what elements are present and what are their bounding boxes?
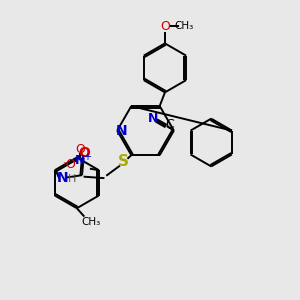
Text: C: C bbox=[165, 118, 174, 130]
Text: N: N bbox=[116, 124, 127, 138]
Text: H: H bbox=[68, 174, 76, 184]
Text: N: N bbox=[148, 112, 158, 125]
Text: N: N bbox=[75, 154, 85, 167]
Text: N: N bbox=[57, 171, 68, 185]
Text: CH₃: CH₃ bbox=[175, 21, 194, 31]
Text: O: O bbox=[65, 158, 75, 171]
Text: CH₃: CH₃ bbox=[81, 217, 101, 227]
Text: O: O bbox=[75, 143, 85, 156]
Text: O: O bbox=[78, 146, 90, 160]
Text: O: O bbox=[160, 20, 170, 33]
Text: ⁻: ⁻ bbox=[63, 161, 69, 171]
Text: S: S bbox=[118, 154, 129, 169]
Text: +: + bbox=[82, 152, 91, 162]
